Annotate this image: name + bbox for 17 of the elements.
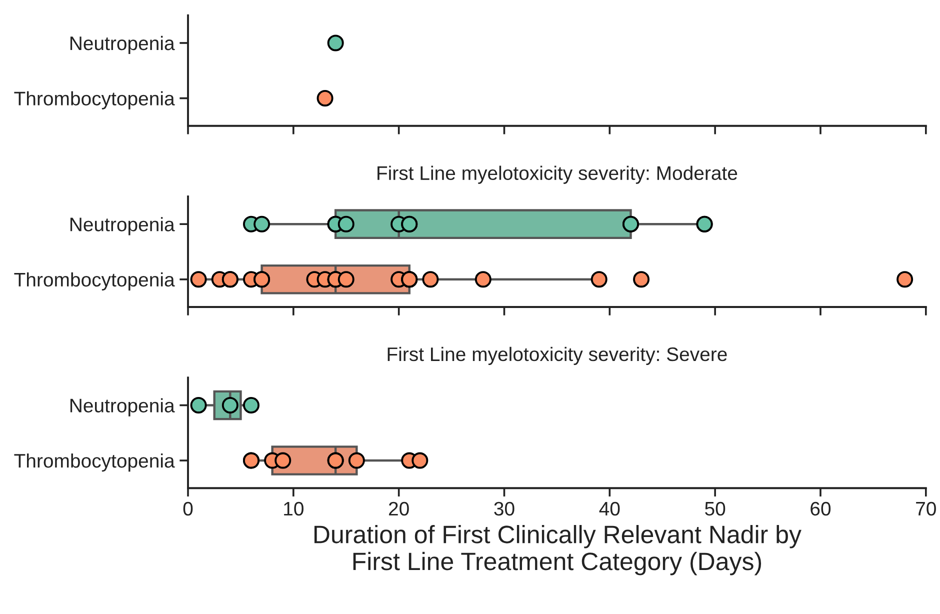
chart-title: First Line myelotoxicity severity: Severe <box>388 346 727 365</box>
x-axis-title: Duration of First Clinically Relevant Nadir by First Line Treatment Category (Days) <box>314 525 802 576</box>
y-tick-label: Neutropenia <box>70 217 175 236</box>
y-tick-label: Thrombocytopenia <box>14 272 175 290</box>
x-tick-label: 60 <box>810 502 831 516</box>
y-tick-label: Thrombocytopenia <box>14 453 175 472</box>
x-tick-label: 30 <box>494 502 514 516</box>
y-tick-label: Neutropenia <box>70 398 175 416</box>
x-tick-label: 50 <box>705 502 726 516</box>
x-tick-label: 20 <box>388 502 409 516</box>
x-tick-label: 10 <box>284 502 304 516</box>
y-tick-label: Neutropenia <box>70 36 175 54</box>
x-tick-label: 70 <box>916 502 936 516</box>
chart-title: First Line myelotoxicity severity: Moderate <box>378 166 738 184</box>
x-tick-label: 0 <box>183 502 193 516</box>
x-tick-label: 40 <box>599 502 620 516</box>
y-tick-label: Thrombocytopenia <box>14 91 175 110</box>
